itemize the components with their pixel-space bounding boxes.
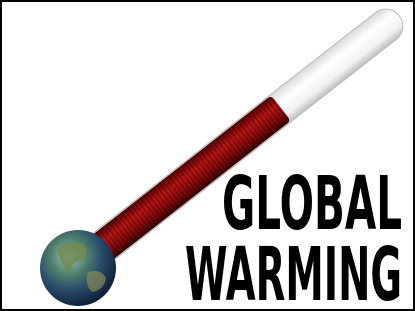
globe bbox=[40, 230, 116, 306]
title-line-2: WARMING bbox=[185, 232, 402, 311]
illustration: GLOBAL WARMING bbox=[0, 0, 415, 311]
